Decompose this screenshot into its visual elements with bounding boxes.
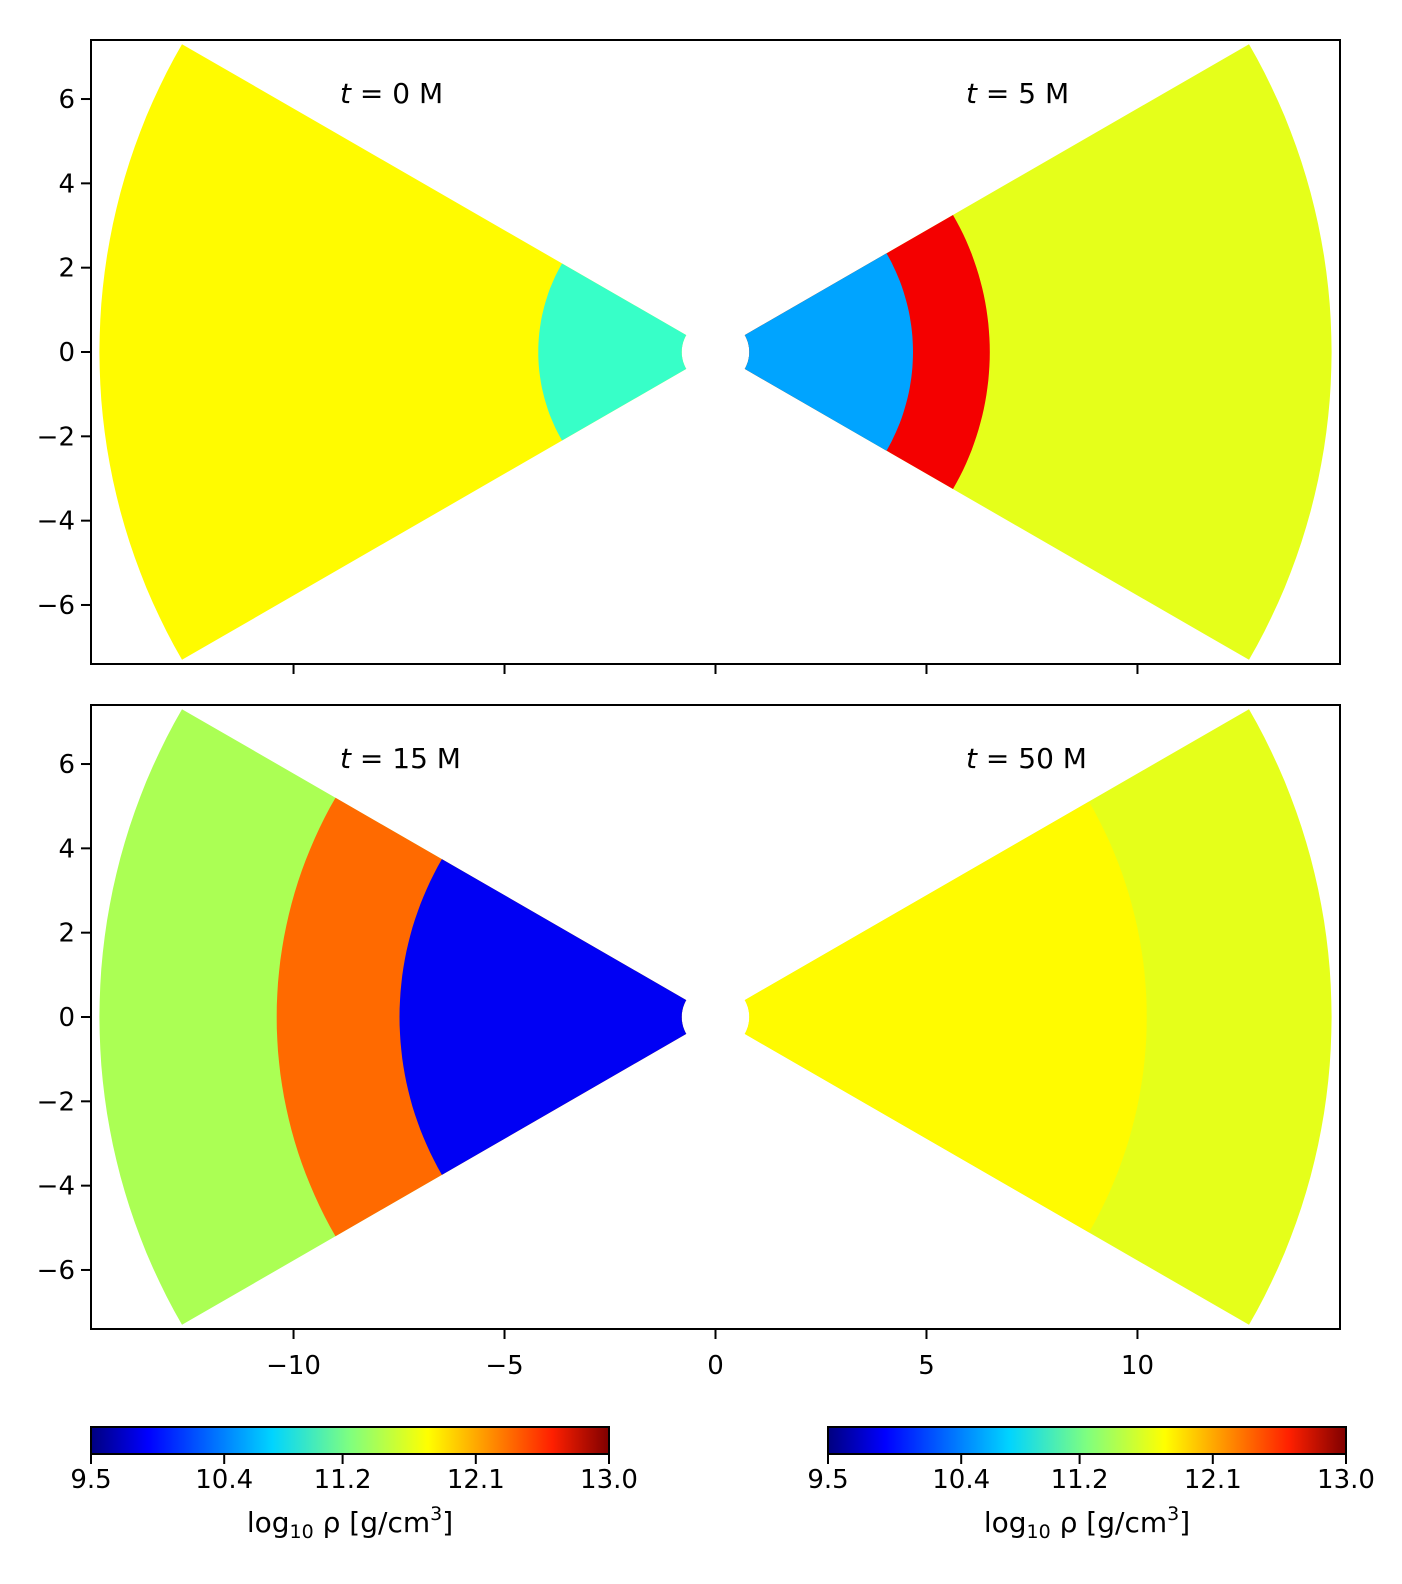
y-tick-label: 6 (58, 750, 75, 780)
colorbar-tick-label: 11.2 (314, 1465, 372, 1495)
x-tick-label: 10 (1121, 1351, 1154, 1381)
panel0-left-outer-region (99, 44, 687, 660)
y-tick-label: 0 (58, 1003, 75, 1033)
y-tick-label: −6 (37, 1256, 75, 1286)
colorbar-right: 9.5 10.4 11.2 12.1 13.0 log10 ρ [g/cm3] (807, 1426, 1375, 1543)
colorbar-left-gradient (90, 1426, 610, 1455)
time-label-top-right: t = 5 M (966, 77, 1069, 110)
panel1-left-inner-region (399, 859, 687, 1175)
colorbar-tick-label: 10.4 (932, 1465, 990, 1495)
y-tick-label: −2 (37, 1087, 75, 1117)
time-label-top-left: t = 0 M (340, 77, 443, 110)
colorbar-left-label: log10 ρ [g/cm3] (247, 1503, 453, 1543)
colorbar-right-gradient (827, 1426, 1347, 1455)
colorbar-left: 9.5 10.4 11.2 12.1 13.0 log10 ρ [g/cm3] (70, 1426, 638, 1543)
y-tick-label: −6 (37, 591, 75, 621)
y-tick-label: 6 (58, 85, 75, 115)
y-tick-label: 2 (58, 919, 75, 949)
colorbar-tick-label: 13.0 (580, 1465, 638, 1495)
y-tick-label: −4 (37, 1172, 75, 1202)
y-tick-label: −4 (37, 507, 75, 537)
x-tick-label: −10 (266, 1351, 321, 1381)
x-tick-label: 0 (707, 1351, 724, 1381)
y-tick-label: 2 (58, 254, 75, 284)
time-label-bottom-left: t = 15 M (340, 742, 461, 775)
panel0-right-outer-region (744, 44, 1332, 660)
y-tick-label: 4 (58, 169, 75, 199)
y-tick-label: 4 (58, 834, 75, 864)
colorbar-tick-label: 13.0 (1317, 1465, 1375, 1495)
colorbar-tick-label: 12.1 (1184, 1465, 1242, 1495)
time-label-bottom-right: t = 50 M (966, 742, 1087, 775)
panel0-left-inner-region (538, 263, 687, 441)
panel0-right-inner-region (744, 253, 913, 451)
colorbar-right-label: log10 ρ [g/cm3] (984, 1503, 1190, 1543)
colorbar-tick-label: 11.2 (1051, 1465, 1109, 1495)
colorbar-tick-label: 12.1 (447, 1465, 505, 1495)
panel1-right-inner-region (744, 801, 1147, 1233)
x-tick-label: −5 (485, 1351, 523, 1381)
y-tick-label: −2 (37, 422, 75, 452)
colorbar-tick-label: 10.4 (195, 1465, 253, 1495)
colorbar-tick-label: 9.5 (70, 1465, 111, 1495)
top-panel: 6 4 2 0 −2 −4 −6 t = 0 M t = 5 M (37, 39, 1341, 674)
colorbar-tick-label: 9.5 (807, 1465, 848, 1495)
x-tick-label: 5 (918, 1351, 935, 1381)
bottom-panel: 6 4 2 0 −2 −4 −6 −10 −5 0 5 10 t = 15 M t = 50 M (37, 704, 1341, 1381)
y-tick-label: 0 (58, 338, 75, 368)
